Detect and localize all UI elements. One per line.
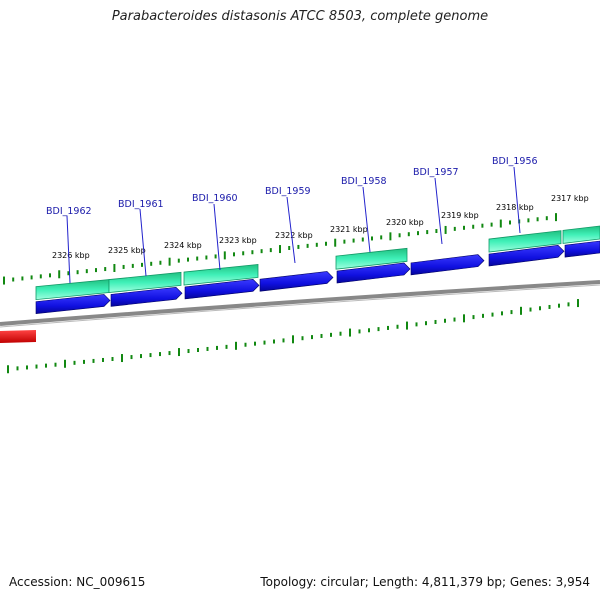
label-line: [139, 208, 147, 277]
genome-summary-text: Topology: circular; Length: 4,811,379 bp…: [260, 575, 590, 589]
cds-arrow: [410, 254, 485, 276]
cds-arrow: [184, 279, 260, 300]
kbp-label: 2323 kbp: [219, 236, 257, 245]
accession-text: Accession: NC_009615: [9, 575, 146, 589]
inner-tick-track: [7, 299, 579, 374]
outer-tick-track: [3, 213, 557, 285]
gene-feature: [488, 230, 562, 253]
label-line: [213, 203, 221, 271]
cds-arrow: [110, 286, 183, 307]
label-line: [66, 215, 71, 284]
label-line: [513, 166, 521, 234]
kbp-label: 2319 kbp: [441, 211, 479, 220]
gene-label: BDI_1961: [118, 199, 164, 210]
gene-label: BDI_1959: [265, 186, 311, 197]
gene-label: BDI_1960: [192, 193, 238, 204]
gene-track: [35, 225, 600, 301]
gene-feature: [108, 271, 182, 294]
kbp-label: 2317 kbp: [551, 194, 589, 203]
gene-label: BDI_1962: [46, 206, 92, 217]
kbp-label: 2325 kbp: [108, 246, 146, 255]
gene-labels: BDI_1962 BDI_1961 BDI_1960 BDI_1959 BDI_…: [46, 156, 538, 217]
kbp-label: 2326 kbp: [52, 251, 90, 260]
kbp-label: 2320 kbp: [386, 218, 424, 227]
gene-feature: [183, 263, 259, 286]
gene-feature: [335, 247, 408, 270]
kbp-label: 2321 kbp: [330, 225, 368, 234]
kbp-labels: 2326 kbp 2325 kbp 2324 kbp 2323 kbp 2322…: [52, 194, 589, 260]
cds-track: [35, 240, 600, 314]
genome-backbone: [0, 280, 600, 326]
label-line: [286, 196, 296, 264]
rna-feature: [0, 330, 36, 343]
cds-arrow: [35, 294, 111, 314]
kbp-label: 2318 kbp: [496, 203, 534, 212]
gene-feature: [562, 225, 600, 244]
gene-label-lines: [66, 166, 521, 284]
gene-label: BDI_1958: [341, 176, 387, 187]
gene-label: BDI_1956: [492, 156, 538, 167]
cds-arrow: [488, 244, 565, 267]
cds-arrow: [564, 240, 600, 258]
label-line: [362, 186, 371, 253]
cds-arrow: [336, 262, 411, 284]
kbp-label: 2324 kbp: [164, 241, 202, 250]
label-line: [434, 177, 443, 245]
genome-title: Parabacteroides distasonis ATCC 8503, co…: [111, 9, 489, 24]
cds-arrow: [259, 271, 334, 292]
genome-backbone-shadow: [0, 284, 600, 328]
gene-label: BDI_1957: [413, 167, 459, 178]
kbp-label: 2322 kbp: [275, 231, 313, 240]
